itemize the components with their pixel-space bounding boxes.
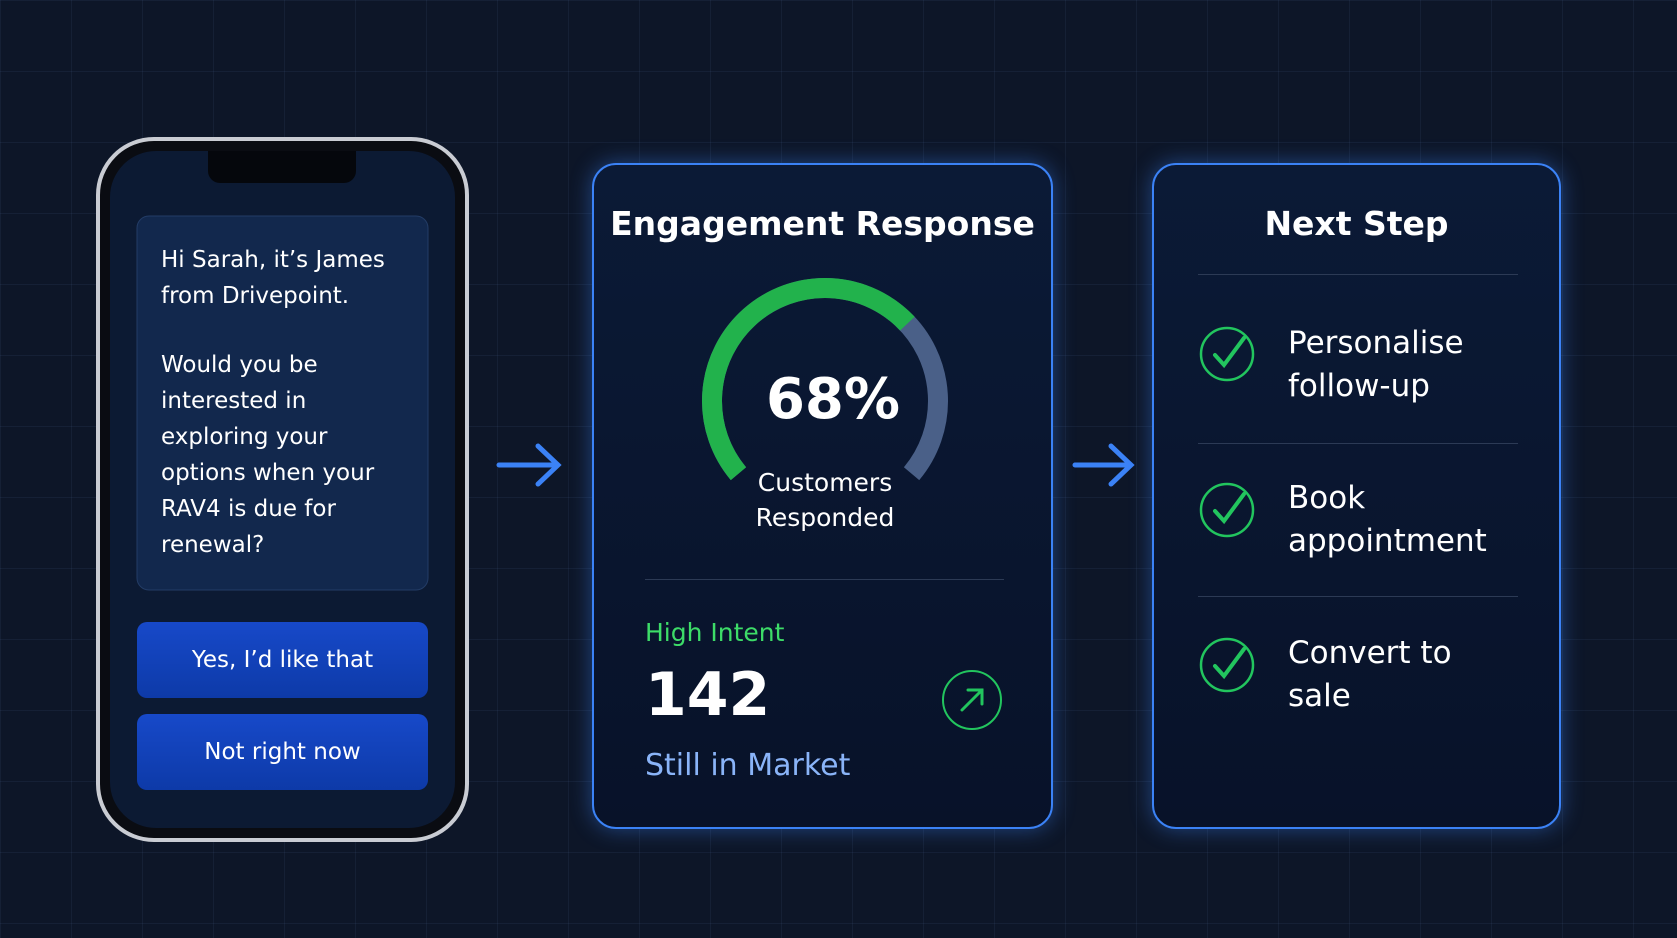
message-bubble [136, 215, 429, 591]
message-line: Would you be interested in exploring you… [161, 352, 375, 558]
trend-icon [942, 670, 1002, 730]
message: Hi Sarah, it’s James from Drivepoint. Wo… [161, 242, 386, 563]
intent-caption: Still in Market [645, 748, 851, 783]
step-item: Book appointment [1288, 480, 1487, 559]
divider [1198, 596, 1518, 597]
gauge [702, 278, 948, 481]
divider [1198, 443, 1518, 444]
arrow [496, 443, 1135, 487]
divider [1198, 274, 1518, 275]
message-line: Hi Sarah, it’s James from Drivepoint. [161, 247, 385, 309]
gauge-caption: Customers Responded [755, 468, 895, 532]
reply-button[interactable]: Yes, I’d like that [137, 622, 428, 698]
card-title: Next Step [1264, 204, 1449, 243]
step-item: Convert to sale [1288, 635, 1452, 714]
gauge-value: 68% [765, 367, 901, 432]
engagement-card [592, 163, 1053, 829]
divider [645, 579, 1004, 580]
reply-button[interactable]: Not right now [137, 714, 428, 790]
intent-label: High Intent [645, 618, 785, 647]
gauge-arc [702, 278, 915, 481]
card-title: Engagement Response [610, 204, 1035, 243]
check-icons [1199, 326, 1255, 693]
intent-value: 142 [645, 660, 771, 730]
step-item: Personalise follow-up [1288, 325, 1464, 404]
phone-notch [208, 151, 356, 183]
